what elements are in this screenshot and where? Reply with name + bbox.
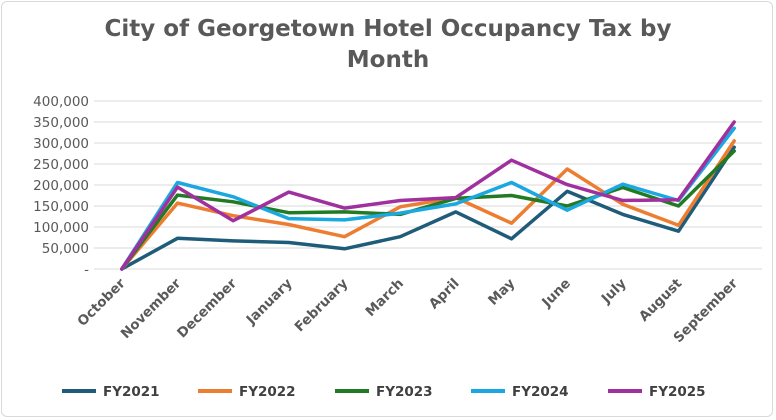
y-tick-label: 50,000 <box>42 241 89 257</box>
legend-label: FY2024 <box>512 384 569 400</box>
y-tick-label: 350,000 <box>33 115 89 131</box>
series-line-fy2023 <box>120 149 736 271</box>
series-line-fy2021 <box>120 145 736 271</box>
x-tick-label: October <box>74 275 128 329</box>
series-line-fy2025 <box>120 120 736 271</box>
series-line-fy2024 <box>120 126 736 271</box>
series-lines <box>120 120 736 271</box>
legend-label: FY2022 <box>239 384 296 400</box>
y-axis-labels: - 50,000 100,000 150,000 200,000 250,000 300,0… <box>33 94 89 278</box>
legend-label: FY2023 <box>376 384 433 400</box>
chart-title: City of Georgetown Hotel Occupancy Tax b… <box>0 14 776 76</box>
x-tick-label: February <box>292 275 352 335</box>
legend-label: FY2021 <box>103 384 160 400</box>
y-tick-label: 200,000 <box>33 178 89 194</box>
y-tick-label: 150,000 <box>33 199 89 215</box>
y-tick-label: 400,000 <box>33 94 89 110</box>
chart-title-line-1: City of Georgetown Hotel Occupancy Tax b… <box>104 16 672 42</box>
y-tick-label: 100,000 <box>33 220 89 236</box>
x-tick-label: January <box>243 275 296 328</box>
legend: FY2021 FY2022 FY2023 FY2024 FY2025 <box>62 384 706 400</box>
x-tick-label: August <box>636 275 686 325</box>
x-tick-label: May <box>485 275 518 308</box>
x-tick-label: June <box>538 276 574 312</box>
chart-title-line-2: Month <box>346 47 430 73</box>
y-tick-label: 250,000 <box>33 157 89 173</box>
x-tick-label: July <box>598 275 630 307</box>
y-tick-label: - <box>84 262 89 278</box>
y-tick-label: 300,000 <box>33 136 89 152</box>
x-tick-label: March <box>363 276 407 320</box>
x-tick-label: November <box>118 275 185 342</box>
x-tick-label: April <box>426 276 463 313</box>
legend-label: FY2025 <box>649 384 706 400</box>
x-tick-label: December <box>174 275 240 341</box>
